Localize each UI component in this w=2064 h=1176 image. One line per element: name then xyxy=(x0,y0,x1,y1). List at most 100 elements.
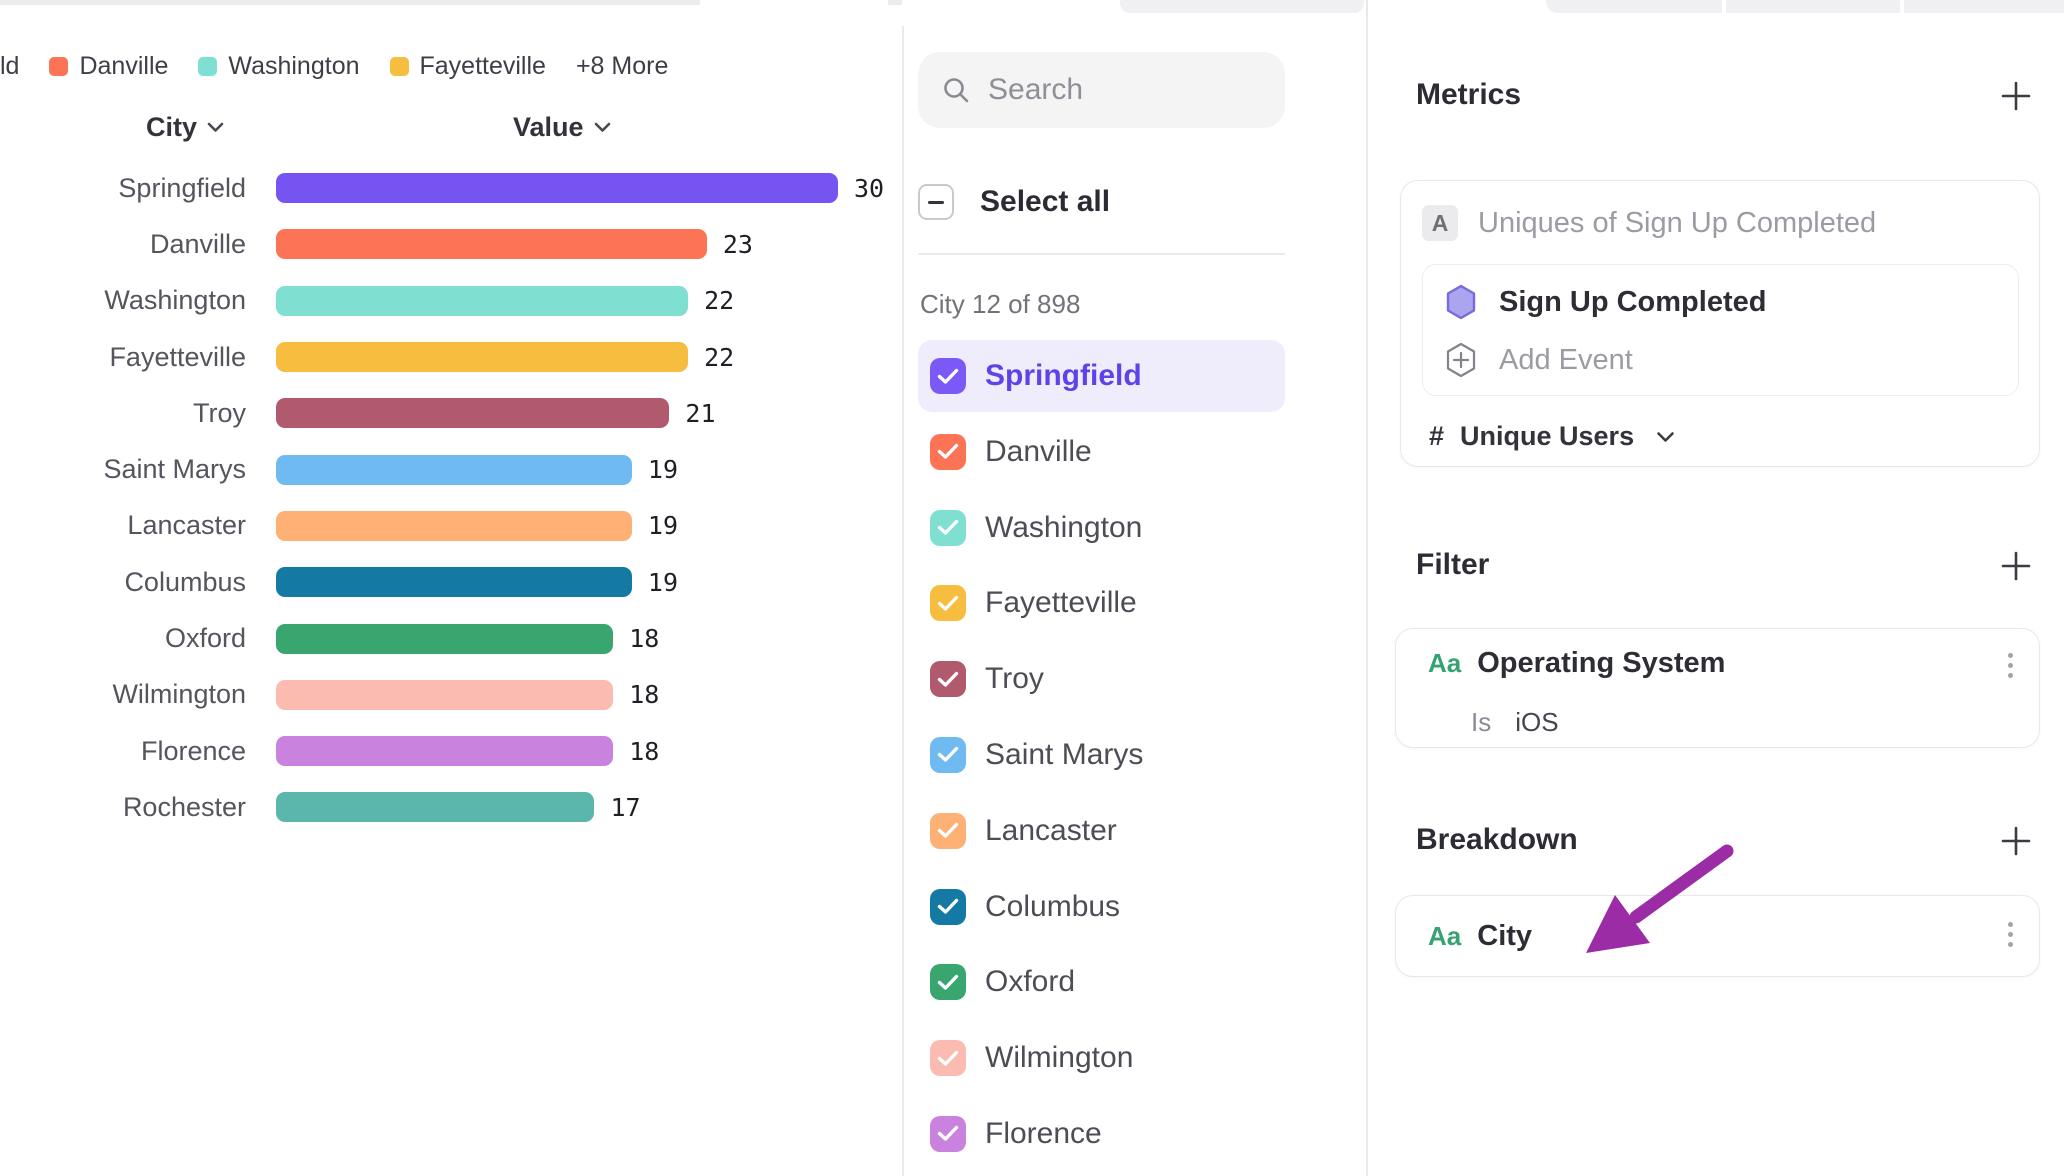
city-checkbox[interactable] xyxy=(930,433,966,470)
check-icon xyxy=(937,1126,959,1142)
legend-item[interactable]: Washington xyxy=(198,51,360,81)
string-type-icon: Aa xyxy=(1428,648,1462,678)
city-option-row[interactable]: Danville xyxy=(918,416,1285,488)
chart-type-segmented-control[interactable] xyxy=(1546,0,2064,13)
chart-legend: ld Danville Washington Fayetteville +8 M… xyxy=(0,48,668,84)
chart-row: Columbus 19 xyxy=(0,554,902,610)
chart-bar[interactable] xyxy=(276,342,689,373)
filter-header: Filter xyxy=(1416,548,1490,581)
city-option-label: Troy xyxy=(985,662,1044,696)
chart-value-label: 19 xyxy=(647,455,679,485)
city-option-row[interactable]: Columbus xyxy=(918,871,1285,943)
breakdown-kebab-menu[interactable] xyxy=(2008,922,2013,947)
metric-summary-row[interactable]: A Uniques of Sign Up Completed xyxy=(1422,205,1876,241)
chart-bar[interactable] xyxy=(276,736,614,767)
filter-property-row[interactable]: Aa Operating System xyxy=(1428,647,1725,680)
chart-category-label: Springfield xyxy=(118,172,246,203)
city-checkbox[interactable] xyxy=(930,358,966,394)
chart-row: Florence 18 xyxy=(0,723,902,779)
legend-item-overflow[interactable]: ld xyxy=(0,51,20,80)
city-option-row[interactable]: Wilmington xyxy=(918,1022,1285,1094)
city-option-row[interactable]: Saint Marys xyxy=(918,719,1285,791)
city-option-label: Oxford xyxy=(985,965,1076,999)
filter-card[interactable]: Aa Operating System Is iOS xyxy=(1395,628,2040,748)
chart-category-label: Wilmington xyxy=(112,679,246,710)
chart-bar[interactable] xyxy=(276,679,614,710)
chart-bar[interactable] xyxy=(276,285,689,316)
measure-dropdown[interactable]: # Unique Users xyxy=(1429,421,1675,452)
column-header-value[interactable]: Value xyxy=(513,112,611,143)
city-option-row[interactable]: Oxford xyxy=(918,946,1285,1018)
city-checkbox[interactable] xyxy=(930,736,966,773)
legend-label: Washington xyxy=(228,51,360,80)
chart-value-label: 30 xyxy=(854,173,885,203)
add-filter-button[interactable] xyxy=(2000,550,2032,582)
search-box[interactable] xyxy=(918,52,1285,128)
chart-category-label: Saint Marys xyxy=(103,454,246,485)
city-checkbox[interactable] xyxy=(930,1040,966,1077)
metric-card[interactable]: A Uniques of Sign Up Completed Sign Up C… xyxy=(1400,180,2040,467)
select-all-checkbox-indeterminate[interactable] xyxy=(918,184,954,220)
number-type-icon: # xyxy=(1429,421,1445,451)
city-checkbox[interactable] xyxy=(930,812,966,849)
check-icon xyxy=(937,368,959,384)
city-option-row[interactable]: Fayetteville xyxy=(918,567,1285,639)
event-name: Sign Up Completed xyxy=(1499,285,1767,318)
top-toolbar-edge xyxy=(888,0,902,5)
metrics-header: Metrics xyxy=(1416,78,1522,111)
legend-label: Danville xyxy=(79,51,169,80)
event-card: Sign Up Completed Add Event xyxy=(1422,264,2019,396)
legend-more-button[interactable]: +8 More xyxy=(575,51,669,80)
chart-category-label: Rochester xyxy=(122,791,246,822)
panel-divider xyxy=(902,26,904,1176)
chevron-down-icon xyxy=(1657,431,1674,442)
add-breakdown-button[interactable] xyxy=(2000,825,2032,857)
select-all-row[interactable]: Select all xyxy=(918,166,1110,238)
city-option-row[interactable]: Springfield xyxy=(918,340,1285,412)
chart-category-label: Danville xyxy=(149,228,246,259)
add-metric-button[interactable] xyxy=(2000,80,2032,112)
city-option-row[interactable]: Lancaster xyxy=(918,795,1285,867)
city-checkbox[interactable] xyxy=(930,661,966,698)
chart-bar[interactable] xyxy=(276,623,614,654)
search-input[interactable] xyxy=(986,72,1270,108)
event-row[interactable]: Sign Up Completed xyxy=(1445,275,1766,329)
city-checkbox[interactable] xyxy=(930,888,966,925)
city-checkbox[interactable] xyxy=(930,1115,966,1152)
check-icon xyxy=(937,974,959,990)
filter-kebab-menu[interactable] xyxy=(2008,653,2013,678)
chart-bar[interactable] xyxy=(276,173,838,204)
event-hexagon-icon xyxy=(1446,284,1476,320)
legend-item[interactable]: Fayetteville xyxy=(389,52,546,81)
chart-row: Springfield 30 xyxy=(0,160,902,216)
chart-value-label: 18 xyxy=(629,624,660,654)
chart-value-label: 18 xyxy=(629,736,660,766)
chart-row: Troy 21 xyxy=(0,385,902,441)
check-icon xyxy=(937,898,959,914)
chart-bar[interactable] xyxy=(276,510,632,541)
city-checkbox[interactable] xyxy=(930,964,966,1001)
metric-name: Uniques of Sign Up Completed xyxy=(1478,206,1877,239)
segment-divider xyxy=(1900,0,1904,13)
city-option-row[interactable]: Florence xyxy=(918,1098,1285,1170)
city-option-row[interactable]: Troy xyxy=(918,643,1285,715)
legend-item[interactable]: Danville xyxy=(49,52,168,81)
chart-bar[interactable] xyxy=(276,792,595,823)
chart-bar[interactable] xyxy=(276,567,632,598)
column-header-city[interactable]: City xyxy=(146,112,224,143)
chart-bar[interactable] xyxy=(276,229,707,260)
breakdown-property-row[interactable]: Aa City xyxy=(1428,920,1532,953)
chart-category-label: Fayetteville xyxy=(109,341,246,372)
city-option-row[interactable]: Washington xyxy=(918,492,1285,564)
chart-row: Washington 22 xyxy=(0,273,902,329)
city-checkbox[interactable] xyxy=(930,509,966,546)
breakdown-card[interactable]: Aa City xyxy=(1395,895,2040,977)
city-checkbox[interactable] xyxy=(930,585,966,622)
chart-value-label: 22 xyxy=(704,342,735,372)
result-count-label: City 12 of 898 xyxy=(920,289,1081,319)
chart-bar[interactable] xyxy=(276,454,632,485)
filter-condition-row[interactable]: Is iOS xyxy=(1471,707,1559,738)
add-event-row[interactable]: Add Event xyxy=(1445,333,1633,387)
chart-bar[interactable] xyxy=(276,398,670,429)
city-option-label: Lancaster xyxy=(985,813,1117,847)
